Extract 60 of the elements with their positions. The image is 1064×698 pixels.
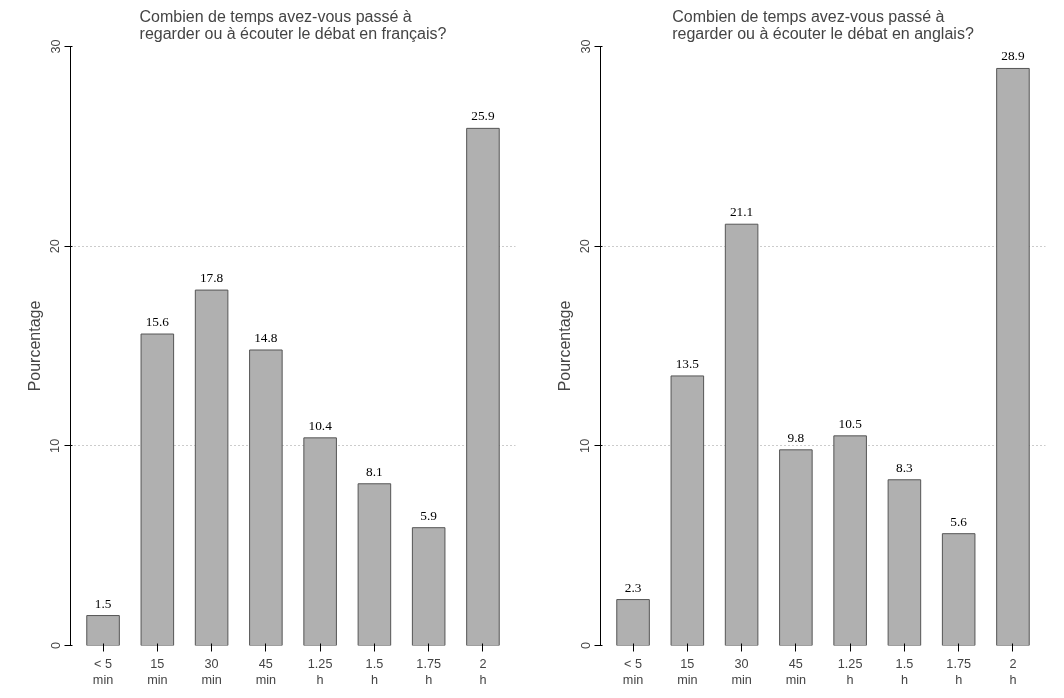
data-label: 25.9 xyxy=(471,108,495,124)
x-tick-label: 1.25 h xyxy=(837,656,863,688)
x-tick-label: 45 min xyxy=(785,656,807,688)
data-label: 15.6 xyxy=(145,314,170,330)
x-tick-label: 30 min xyxy=(731,656,752,688)
data-label: 8.3 xyxy=(896,459,914,475)
data-label: 10.4 xyxy=(308,417,333,433)
data-label: 10.5 xyxy=(838,415,863,431)
data-label: 1.5 xyxy=(94,595,112,611)
data-label: 28.9 xyxy=(1001,48,1025,64)
x-tick-label: 1.75 h xyxy=(946,656,971,688)
bar xyxy=(779,449,813,646)
x-tick-label: 15 min xyxy=(147,656,168,688)
data-label: 13.5 xyxy=(675,355,700,371)
x-tick-label: 1.5 h xyxy=(365,656,384,688)
y-tick-label: 0 xyxy=(48,641,63,650)
x-tick-label: < 5 min xyxy=(622,656,644,688)
x-tick-label: 15 min xyxy=(677,656,698,688)
x-tick-label: 30 min xyxy=(201,656,222,688)
x-tick-label: 2 h xyxy=(1009,656,1017,688)
bar xyxy=(941,533,976,646)
data-label: 5.6 xyxy=(950,513,968,529)
bar xyxy=(86,615,120,646)
bar xyxy=(833,435,867,646)
bar xyxy=(140,333,175,646)
y-axis-title: Pourcentage xyxy=(25,300,43,392)
data-label: 9.8 xyxy=(787,429,805,445)
y-tick-label: 10 xyxy=(48,438,63,453)
x-tick-label: 1.75 h xyxy=(416,656,441,688)
bar xyxy=(724,223,759,646)
x-tick-label: 2 h xyxy=(479,656,487,688)
bar xyxy=(616,599,650,646)
bar xyxy=(249,349,283,646)
y-axis-title: Pourcentage xyxy=(555,300,573,392)
x-tick-label: < 5 min xyxy=(92,656,114,688)
bar xyxy=(670,375,705,646)
data-label: 5.9 xyxy=(420,507,438,523)
y-tick-label: 20 xyxy=(578,239,593,254)
y-tick-label: 30 xyxy=(48,39,63,54)
bar xyxy=(996,67,1030,646)
bar xyxy=(887,479,922,646)
data-label: 14.8 xyxy=(254,329,278,345)
data-label: 21.1 xyxy=(729,204,754,220)
bar xyxy=(357,483,392,646)
x-tick-label: 1.5 h xyxy=(895,656,914,688)
chart-title: Combien de temps avez-vous passé à regarder ou à écouter le débat en français? xyxy=(139,7,447,42)
bar xyxy=(466,127,500,646)
y-tick-label: 0 xyxy=(578,641,593,650)
y-tick-label: 10 xyxy=(578,438,593,453)
x-tick-label: 1.25 h xyxy=(307,656,333,688)
bar xyxy=(411,527,446,646)
data-label: 17.8 xyxy=(199,270,224,286)
data-label: 8.1 xyxy=(366,463,383,479)
bar xyxy=(303,437,337,646)
y-tick-label: 30 xyxy=(578,39,593,54)
chart-title: Combien de temps avez-vous passé à regarder ou à écouter le débat en anglais? xyxy=(672,7,974,42)
bar xyxy=(194,289,229,646)
y-tick-label: 20 xyxy=(48,239,63,254)
data-label: 2.3 xyxy=(624,579,642,595)
x-tick-label: 45 min xyxy=(255,656,277,688)
